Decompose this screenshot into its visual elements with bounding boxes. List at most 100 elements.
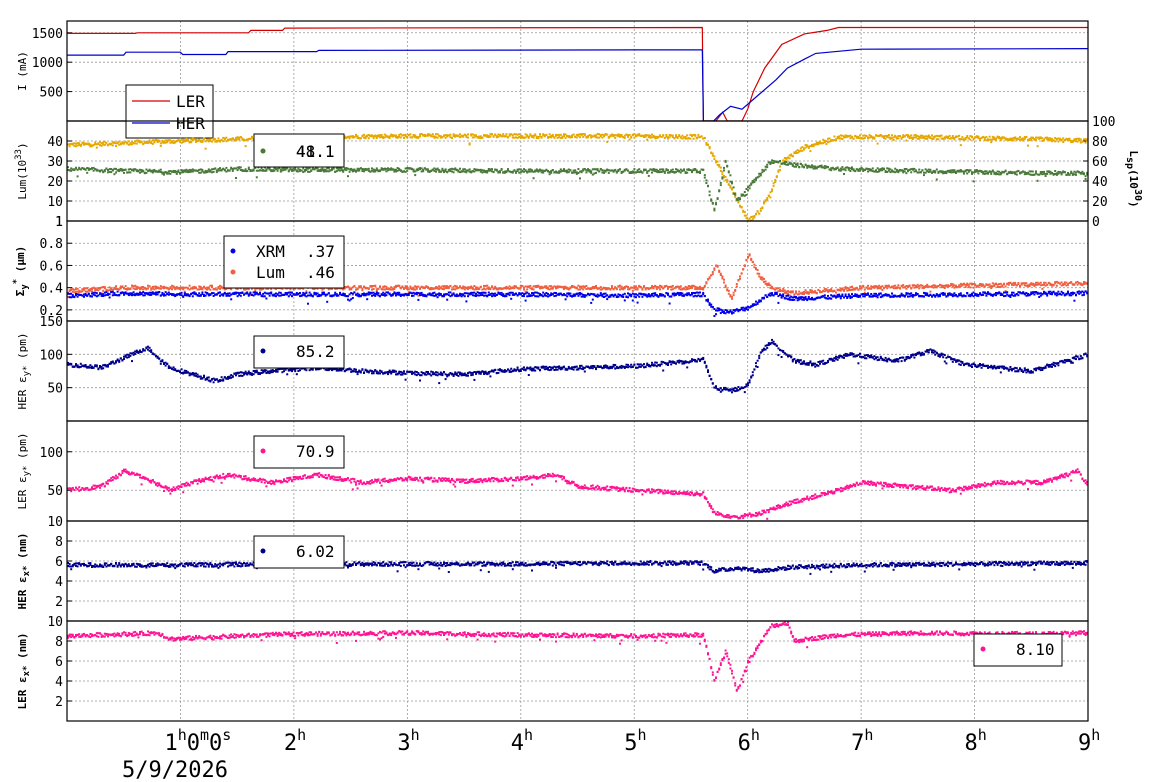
data-point <box>172 142 175 144</box>
data-point <box>998 170 1001 173</box>
data-point <box>567 288 570 291</box>
data-point <box>921 136 924 139</box>
data-point <box>886 294 889 297</box>
data-point <box>419 287 421 290</box>
data-point <box>531 292 533 295</box>
data-point <box>436 133 439 136</box>
data-point <box>609 294 612 297</box>
data-point <box>881 295 884 298</box>
data-point <box>385 294 388 297</box>
data-point <box>564 136 567 139</box>
data-point <box>270 291 273 294</box>
data-point <box>473 168 476 171</box>
data-point <box>855 168 858 171</box>
data-point <box>734 195 737 198</box>
data-point <box>628 294 631 297</box>
data-point <box>435 287 437 290</box>
data-point <box>819 291 821 294</box>
data-point <box>414 170 417 173</box>
data-point <box>1071 141 1074 143</box>
data-point <box>334 287 337 290</box>
data-point <box>511 291 514 294</box>
data-point <box>263 295 266 298</box>
data-point <box>332 294 335 297</box>
data-point <box>779 169 781 172</box>
data-point <box>401 134 404 137</box>
data-point <box>540 287 543 290</box>
data-point <box>190 138 193 141</box>
data-point <box>409 291 412 294</box>
data-point <box>644 135 647 138</box>
data-point <box>134 284 137 287</box>
data-point <box>958 134 961 137</box>
legend-label: LER <box>176 92 205 111</box>
data-point <box>798 293 801 296</box>
data-point <box>468 168 471 171</box>
data-point <box>220 138 223 141</box>
data-point <box>791 164 794 167</box>
data-point <box>678 170 681 173</box>
data-point <box>92 293 95 296</box>
data-point <box>471 291 474 294</box>
data-point <box>913 134 916 137</box>
data-point <box>390 167 393 170</box>
data-point <box>454 168 457 171</box>
data-point <box>89 287 92 290</box>
data-point <box>273 169 276 172</box>
data-point <box>556 134 559 137</box>
data-point <box>449 136 452 139</box>
data-point <box>775 291 778 294</box>
data-point <box>782 287 785 290</box>
data-point <box>179 171 181 174</box>
data-point <box>731 182 733 185</box>
data-point <box>630 286 633 289</box>
data-point <box>705 179 708 182</box>
data-point <box>963 172 965 175</box>
data-point <box>891 169 893 172</box>
data-point <box>449 285 452 287</box>
data-point <box>526 134 529 137</box>
data-point <box>988 138 991 141</box>
data-point <box>531 170 533 173</box>
data-point <box>804 291 807 294</box>
data-point <box>900 169 903 172</box>
data-point <box>583 168 586 170</box>
data-point <box>545 169 548 172</box>
data-point <box>859 137 861 140</box>
data-point <box>755 178 757 181</box>
data-point <box>686 137 689 140</box>
data-point <box>548 288 551 291</box>
data-point <box>839 169 842 172</box>
data-point <box>1007 171 1010 174</box>
data-point <box>711 271 714 273</box>
data-point <box>553 295 556 298</box>
data-point <box>924 285 927 288</box>
data-point <box>547 295 549 298</box>
data-point <box>561 136 564 139</box>
data-point <box>878 168 881 171</box>
data-point <box>179 292 181 295</box>
data-point <box>247 288 250 291</box>
data-point <box>617 168 620 171</box>
data-point <box>489 168 492 171</box>
data-point <box>108 143 111 146</box>
data-point <box>713 315 716 317</box>
data-point <box>804 289 807 292</box>
data-point <box>454 135 457 138</box>
data-point <box>737 200 740 203</box>
data-point <box>323 170 325 173</box>
data-point <box>171 284 173 287</box>
data-point <box>915 285 917 287</box>
data-point <box>142 286 145 288</box>
data-point <box>319 170 322 172</box>
data-point <box>679 171 682 174</box>
data-point <box>483 134 485 137</box>
data-point <box>94 294 97 297</box>
data-point <box>1028 285 1031 288</box>
data-point <box>639 292 642 295</box>
data-point <box>875 292 877 295</box>
data-point <box>196 139 199 142</box>
data-point <box>583 285 586 288</box>
data-point <box>723 175 725 177</box>
data-point <box>731 311 733 314</box>
